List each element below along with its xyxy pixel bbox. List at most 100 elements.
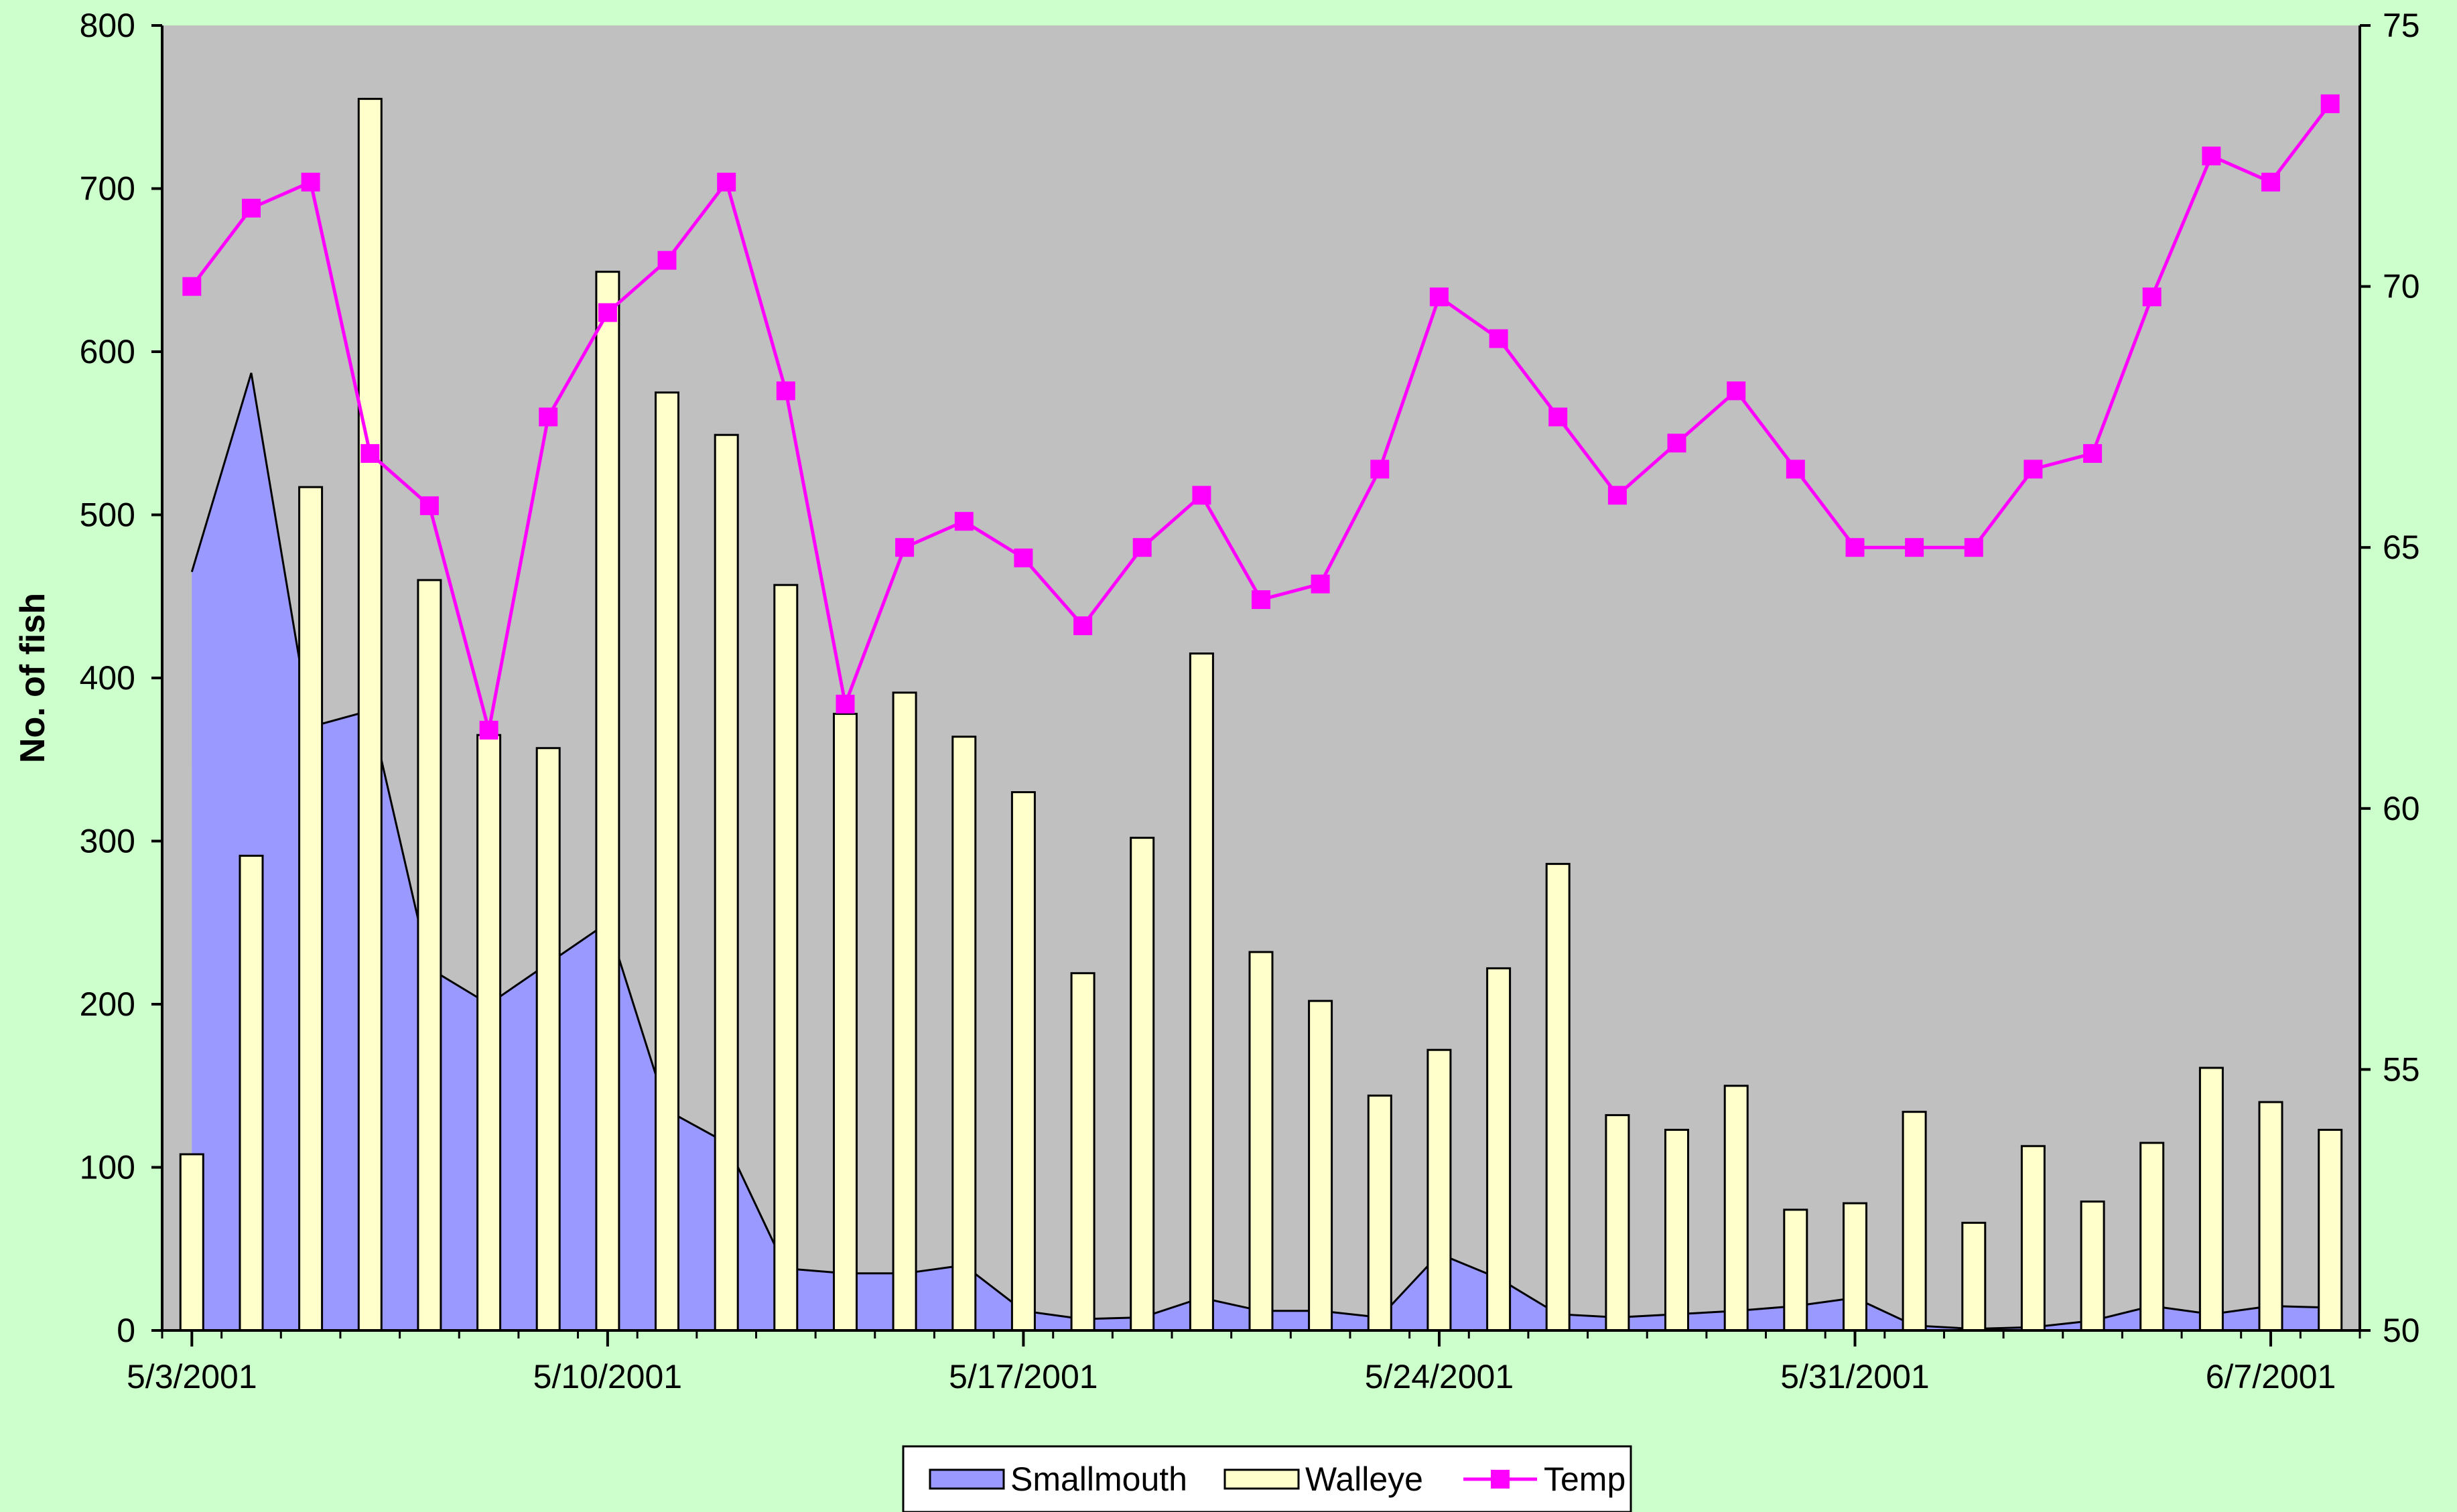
bar-walleye	[655, 391, 679, 1332]
y2-tick-label: 70	[2383, 268, 2420, 305]
point-temp	[2320, 94, 2340, 113]
point-temp	[1252, 590, 1270, 610]
bar-walleye	[2198, 1067, 2224, 1332]
bar-walleye	[714, 433, 739, 1332]
point-temp	[1964, 538, 1983, 557]
legend-label: Walleye	[1305, 1460, 1423, 1498]
y2-tick-label: 75	[2383, 7, 2420, 44]
bar-walleye	[1545, 863, 1571, 1332]
bar-walleye	[1843, 1202, 1867, 1332]
y2-tick-label: 50	[2383, 1312, 2420, 1349]
point-temp	[954, 512, 974, 531]
x-tick-label: 6/7/2001	[2206, 1358, 2336, 1395]
bar-walleye	[535, 747, 561, 1332]
point-temp	[1192, 486, 1211, 505]
point-temp	[1727, 381, 1746, 401]
point-temp	[479, 720, 499, 740]
bar-walleye	[951, 736, 977, 1332]
bar-walleye	[2318, 1129, 2343, 1332]
point-temp	[2083, 443, 2103, 463]
x-tick-label: 5/17/2001	[949, 1358, 1098, 1395]
point-temp	[1548, 407, 1568, 427]
point-temp	[1014, 548, 1033, 567]
bar-walleye	[1308, 1000, 1333, 1332]
y2-tick-label: 60	[2383, 790, 2420, 827]
y2-tick-label: 65	[2383, 529, 2420, 566]
bar-walleye	[476, 734, 502, 1332]
point-temp	[242, 198, 261, 218]
point-temp	[2202, 146, 2221, 165]
y-tick-label: 800	[80, 7, 135, 44]
legend-swatch-walleye	[1223, 1468, 1300, 1490]
bar-walleye	[773, 583, 799, 1332]
legend: Smallmouth Walleye Temp	[902, 1445, 1632, 1512]
bar-walleye	[1130, 837, 1155, 1332]
point-temp	[1311, 574, 1330, 594]
legend-label: Temp	[1544, 1460, 1625, 1498]
point-temp	[776, 381, 795, 401]
x-tick-label: 5/31/2001	[1780, 1358, 1929, 1395]
bar-walleye	[1902, 1111, 1927, 1332]
point-temp	[2023, 460, 2043, 479]
point-temp	[1845, 538, 1865, 557]
point-temp	[717, 172, 736, 192]
bar-walleye	[1189, 652, 1214, 1332]
bar-walleye	[1426, 1048, 1452, 1332]
y-tick-label: 400	[80, 659, 135, 697]
y-tick-label: 700	[80, 170, 135, 208]
y-tick-label: 100	[80, 1149, 135, 1186]
y-axis-title: No. of fish	[13, 593, 52, 763]
x-tick-label: 5/3/2001	[127, 1358, 257, 1395]
bar-walleye	[892, 691, 917, 1332]
point-temp	[836, 695, 855, 713]
point-temp	[2261, 172, 2280, 192]
point-temp	[1132, 538, 1152, 557]
point-temp	[182, 277, 202, 296]
bar-walleye	[2080, 1200, 2105, 1332]
bar-walleye	[2020, 1145, 2046, 1332]
bar-walleye	[239, 854, 264, 1332]
bar-walleye	[1605, 1114, 1630, 1332]
point-temp	[1786, 460, 1805, 479]
point-temp	[1667, 433, 1686, 453]
bar-walleye	[595, 271, 620, 1332]
bar-walleye	[2258, 1101, 2283, 1332]
y-tick-label: 600	[80, 333, 135, 370]
bar-walleye	[1010, 791, 1036, 1332]
x-tick-label: 5/10/2001	[533, 1358, 682, 1395]
legend-label: Smallmouth	[1010, 1460, 1187, 1498]
point-temp	[2142, 287, 2162, 307]
bar-walleye	[1664, 1129, 1689, 1332]
bar-walleye	[1367, 1094, 1392, 1332]
y2-tick-label: 55	[2383, 1050, 2420, 1088]
bar-walleye	[417, 579, 442, 1332]
point-temp	[539, 407, 558, 427]
point-temp	[1073, 616, 1093, 636]
y-tick-label: 200	[80, 985, 135, 1023]
point-temp	[895, 538, 915, 557]
bar-walleye	[179, 1153, 204, 1332]
bar-walleye	[298, 486, 324, 1332]
point-temp	[301, 172, 320, 192]
point-temp	[1607, 486, 1627, 505]
bar-walleye	[1723, 1085, 1749, 1332]
point-temp	[1905, 538, 1924, 557]
point-temp	[1489, 329, 1508, 348]
bar-walleye	[1486, 967, 1512, 1332]
legend-marker-temp	[1491, 1470, 1510, 1489]
bar-walleye	[1070, 972, 1095, 1332]
y-tick-label: 0	[117, 1312, 135, 1349]
bar-walleye	[1783, 1209, 1808, 1332]
point-temp	[598, 303, 617, 322]
point-temp	[1429, 287, 1449, 307]
bar-walleye	[357, 98, 383, 1332]
point-temp	[360, 443, 380, 463]
area-smallmouth	[192, 372, 2330, 1331]
bar-walleye	[1961, 1221, 1987, 1332]
legend-swatch-smallmouth	[929, 1468, 1005, 1490]
point-temp	[657, 251, 677, 270]
y-tick-label: 300	[80, 823, 135, 860]
point-temp	[1370, 460, 1390, 479]
bar-walleye	[833, 713, 858, 1332]
